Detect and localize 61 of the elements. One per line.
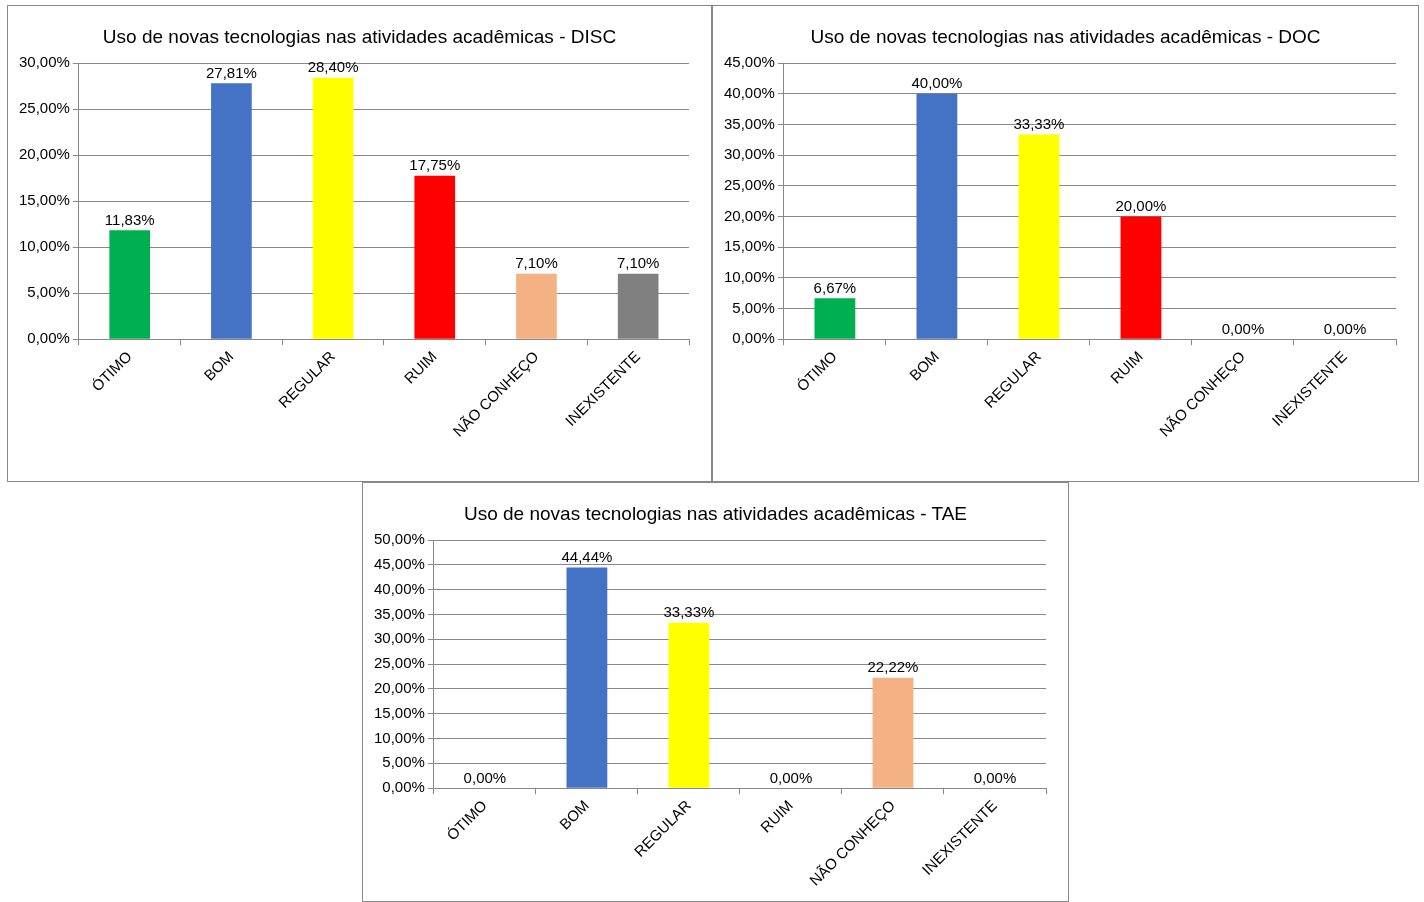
y-tick-label: 20,00%	[19, 145, 70, 163]
y-tick-label: 0,00%	[732, 329, 775, 347]
bar	[1120, 216, 1162, 339]
y-tick-label: 20,00%	[724, 206, 775, 224]
bar	[109, 230, 151, 339]
y-tick-label: 20,00%	[374, 679, 425, 697]
y-tick-label: 5,00%	[27, 283, 70, 301]
data-label: 40,00%	[911, 74, 963, 92]
bar	[211, 83, 252, 339]
data-label: 33,33%	[1013, 115, 1065, 133]
y-tick-label: 35,00%	[724, 114, 775, 132]
bar	[516, 273, 557, 339]
data-label: 20,00%	[1115, 197, 1167, 215]
data-label: 11,83%	[104, 210, 155, 228]
y-tick-label: 10,00%	[724, 267, 775, 285]
y-tick-label: 30,00%	[19, 53, 70, 71]
bar	[916, 93, 958, 339]
chart-title: Uso de novas tecnologias nas atividades acadêmicas - DOC	[809, 25, 1322, 49]
y-tick-label: 40,00%	[374, 579, 425, 597]
data-label: 33,33%	[663, 603, 715, 621]
y-tick-label: 15,00%	[374, 703, 425, 721]
y-tick-label: 45,00%	[374, 554, 425, 572]
data-label: 0,00%	[1221, 319, 1265, 337]
bar	[872, 677, 914, 788]
y-tick-label: 40,00%	[724, 83, 775, 101]
bar	[566, 567, 608, 788]
y-tick-label: 10,00%	[374, 728, 425, 746]
y-tick-label: 25,00%	[374, 654, 425, 672]
data-label: 7,10%	[515, 254, 558, 272]
y-tick-label: 45,00%	[724, 53, 775, 71]
data-label: 44,44%	[561, 548, 613, 566]
bar	[814, 298, 856, 339]
data-label: 6,67%	[813, 278, 857, 296]
bar	[1018, 134, 1060, 339]
chart-title: Uso de novas tecnologias nas atividades acadêmicas - TAE	[462, 502, 969, 526]
data-label: 0,00%	[1323, 319, 1367, 337]
y-tick-label: 25,00%	[724, 175, 775, 193]
y-tick-label: 35,00%	[374, 604, 425, 622]
y-tick-label: 25,00%	[19, 99, 70, 117]
data-label: 22,22%	[867, 658, 919, 676]
chart-title: Uso de novas tecnologias nas atividades acadêmicas - DISC	[101, 25, 618, 49]
data-label: 7,10%	[616, 254, 660, 272]
data-label: 0,00%	[973, 768, 1017, 786]
data-label: 17,75%	[409, 156, 461, 174]
y-tick-label: 50,00%	[374, 530, 425, 548]
bar	[668, 622, 710, 788]
y-tick-label: 15,00%	[724, 237, 775, 255]
data-label: 28,40%	[307, 58, 359, 76]
y-tick-label: 15,00%	[19, 191, 70, 209]
y-tick-label: 5,00%	[382, 753, 425, 771]
data-label: 0,00%	[769, 768, 813, 786]
y-tick-label: 0,00%	[27, 329, 70, 347]
y-tick-label: 30,00%	[724, 145, 775, 163]
y-tick-label: 30,00%	[374, 629, 425, 647]
bar	[312, 77, 354, 339]
y-tick-label: 5,00%	[732, 298, 775, 316]
y-tick-label: 0,00%	[382, 778, 425, 796]
data-label: 27,81%	[205, 63, 257, 81]
y-tick-label: 10,00%	[19, 237, 70, 255]
data-label: 0,00%	[463, 768, 507, 786]
bar	[414, 175, 456, 339]
